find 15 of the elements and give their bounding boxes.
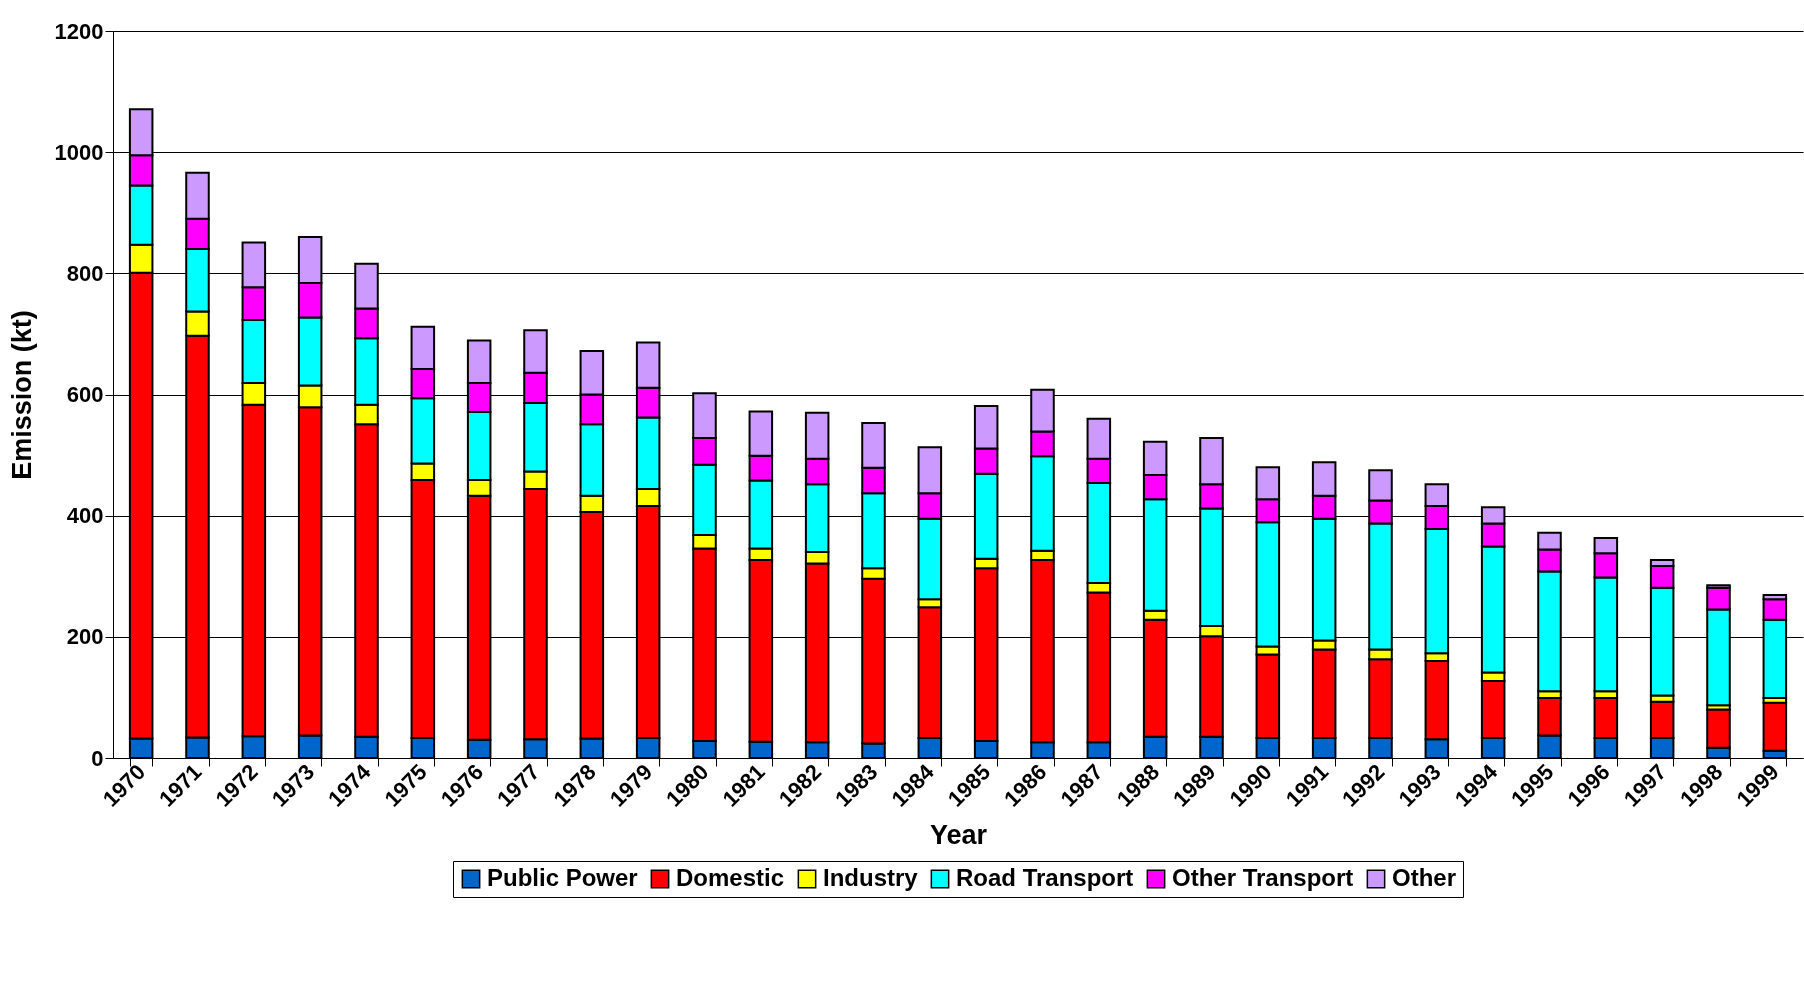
legend-label: Domestic: [676, 864, 785, 891]
y-tick-label: 400: [66, 503, 104, 529]
x-axis-title: Year: [929, 819, 988, 850]
legend-label: Other: [1392, 864, 1457, 891]
legend-label: Industry: [823, 864, 919, 891]
y-tick-label: 1000: [54, 139, 104, 165]
legend-label: Public Power: [487, 864, 638, 891]
y-axis-title: Emission (kt): [6, 310, 37, 480]
legend-label: Other Transport: [1172, 864, 1354, 891]
legend-label: Road Transport: [956, 864, 1134, 891]
y-tick-label: 0: [91, 745, 104, 771]
y-tick-label: 800: [66, 260, 104, 286]
y-tick-label: 600: [66, 382, 104, 407]
y-tick-label: 1200: [54, 18, 104, 44]
y-tick-label: 200: [66, 624, 104, 650]
